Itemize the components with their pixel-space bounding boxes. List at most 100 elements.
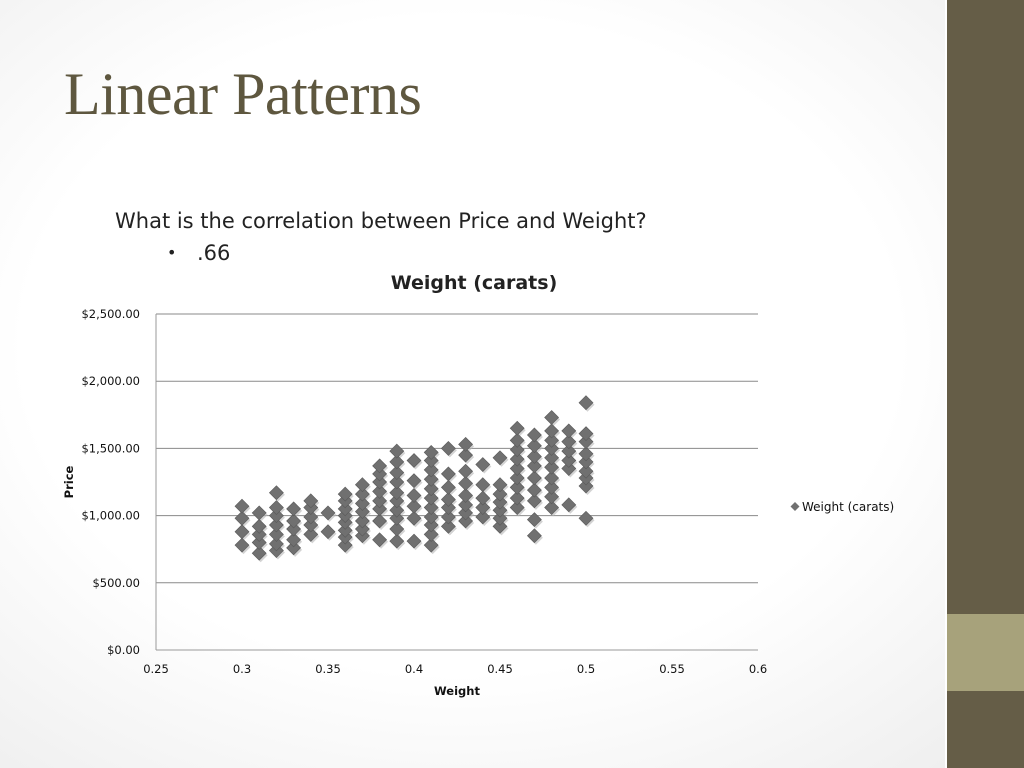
data-point	[509, 490, 525, 506]
data-point	[234, 537, 250, 553]
data-point	[354, 513, 370, 529]
data-point	[544, 410, 560, 425]
data-point	[544, 450, 560, 466]
data-point	[526, 458, 542, 474]
data-point	[475, 457, 491, 472]
data-point	[389, 502, 405, 518]
x-tick-labels: 0.25 0.3 0.35 0.4 0.45 0.5 0.55 0.6	[143, 662, 767, 676]
data-point	[544, 489, 560, 505]
data-point	[268, 517, 284, 533]
data-point	[440, 492, 456, 507]
data-point	[458, 463, 474, 479]
data-point	[526, 449, 542, 464]
data-point	[372, 483, 388, 499]
sidebar-divider	[945, 0, 947, 768]
data-point	[440, 466, 456, 482]
x-axis-title: Weight	[434, 684, 480, 698]
data-point	[458, 505, 474, 521]
answer-text: .66	[197, 241, 231, 265]
data-point	[544, 432, 560, 448]
x-tick-label: 0.4	[405, 662, 423, 676]
data-point	[509, 420, 525, 436]
x-tick-label: 0.45	[487, 662, 513, 676]
x-tick-label: 0.6	[749, 662, 767, 676]
x-tick-label: 0.55	[659, 662, 685, 676]
data-point	[475, 490, 491, 506]
data-point	[561, 434, 577, 450]
data-point	[372, 466, 388, 482]
question-text: What is the correlation between Price an…	[115, 209, 647, 233]
data-point	[286, 521, 302, 537]
data-point	[372, 532, 388, 548]
data-point	[354, 496, 370, 511]
data-point	[423, 471, 439, 487]
data-point	[286, 532, 302, 548]
x-tick-label: 0.35	[315, 662, 341, 676]
bullet-icon: •	[167, 243, 177, 262]
answer-bullet: • .66	[167, 241, 230, 265]
data-point	[526, 427, 542, 443]
x-tick-label: 0.5	[577, 662, 595, 676]
data-point	[526, 470, 542, 486]
data-point	[372, 513, 388, 529]
data-point	[389, 443, 405, 459]
y-tick-labels: $0.00 $500.00 $1,000.00 $1,500.00 $2,000.00 $…	[81, 307, 140, 657]
data-point	[286, 513, 302, 529]
data-point	[337, 486, 353, 502]
data-point	[526, 482, 542, 498]
y-tick-label: $1,500.00	[81, 441, 140, 455]
data-point	[509, 461, 525, 476]
data-point	[578, 454, 594, 470]
data-point	[423, 509, 439, 525]
data-point	[544, 500, 560, 515]
data-point	[440, 479, 456, 495]
data-point	[406, 473, 422, 489]
data-point	[251, 526, 267, 542]
data-point	[234, 498, 250, 514]
data-point	[389, 454, 405, 470]
data-point	[475, 509, 491, 525]
y-tick-label: $500.00	[92, 576, 140, 590]
data-point	[286, 540, 302, 556]
data-point	[303, 517, 319, 533]
data-point	[561, 443, 577, 459]
data-point	[268, 536, 284, 552]
chart-title: Weight (carats)	[391, 272, 558, 294]
data-point	[406, 488, 422, 503]
data-point	[389, 465, 405, 481]
data-point	[578, 463, 594, 479]
data-point	[354, 521, 370, 537]
data-point	[406, 453, 422, 468]
data-point	[492, 502, 508, 518]
y-tick-label: $2,000.00	[81, 374, 140, 388]
data-point	[372, 458, 388, 474]
data-point	[544, 440, 560, 456]
data-point	[458, 447, 474, 463]
data-point	[578, 426, 594, 442]
data-point	[251, 518, 267, 534]
data-point	[303, 526, 319, 542]
data-point	[389, 485, 405, 501]
data-point	[509, 479, 525, 495]
data-point	[389, 533, 405, 549]
data-point	[509, 470, 525, 486]
data-point	[251, 535, 267, 550]
data-point	[526, 438, 542, 454]
data-point	[492, 486, 508, 502]
data-point	[268, 508, 284, 524]
data-point	[251, 505, 267, 521]
data-point	[544, 459, 560, 475]
data-point	[561, 497, 577, 513]
data-point	[492, 450, 508, 466]
data-point	[458, 497, 474, 513]
data-point	[303, 493, 319, 509]
data-point	[509, 442, 525, 458]
data-point	[578, 395, 594, 411]
data-point	[406, 498, 422, 514]
data-point	[509, 451, 525, 467]
data-point	[406, 510, 422, 526]
data-point	[268, 500, 284, 515]
data-point	[423, 453, 439, 468]
legend: Weight (carats)	[790, 500, 894, 514]
data-point	[561, 423, 577, 439]
